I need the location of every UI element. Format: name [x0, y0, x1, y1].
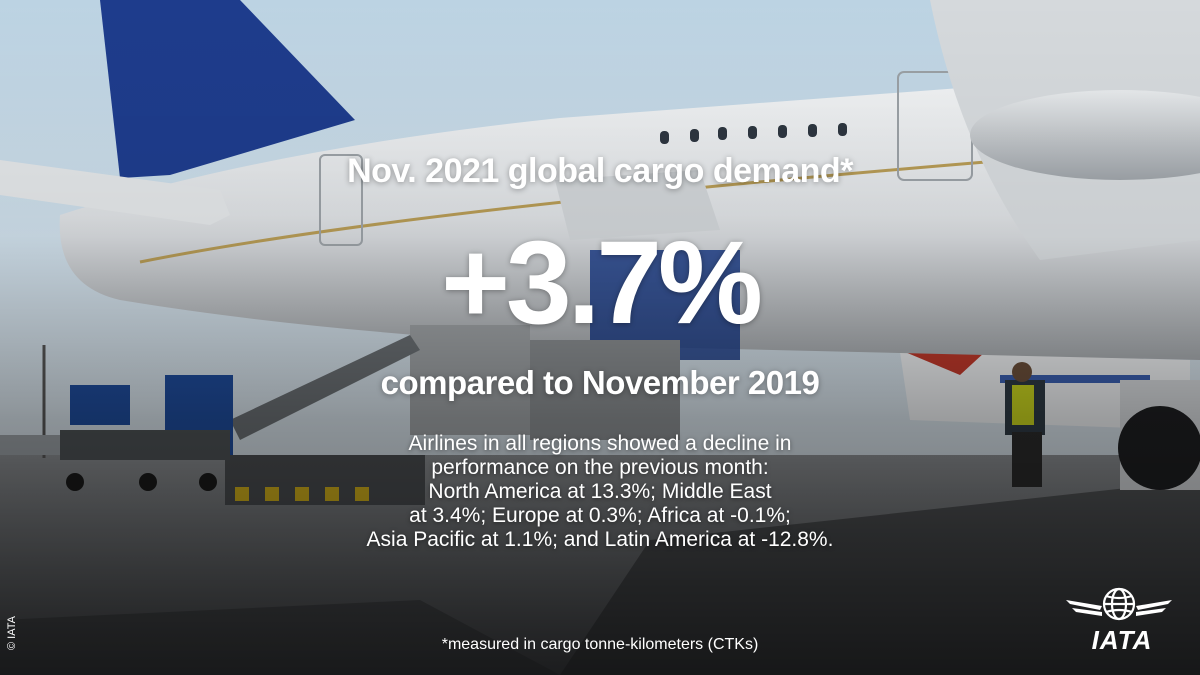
summary-line: performance on the previous month:: [431, 456, 769, 479]
globe-wings-icon: [1066, 587, 1172, 621]
copyright-notice: © IATA: [6, 616, 18, 650]
iata-logo-wordmark: IATA: [1091, 625, 1153, 655]
summary-line: at 3.4%; Europe at 0.3%; Africa at -0.1%…: [409, 504, 791, 527]
summary-line: North America at 13.3%; Middle East: [428, 480, 772, 503]
summary-line: Airlines in all regions showed a decline…: [408, 432, 792, 455]
headline-value: +3.7%: [441, 217, 763, 349]
headline-title: Nov. 2021 global cargo demand*: [347, 152, 853, 190]
footnote: *measured in cargo tonne-kilometers (CTK…: [441, 636, 759, 653]
regional-summary: Airlines in all regions showed a decline…: [300, 432, 900, 552]
headline-comparison: compared to November 2019: [380, 364, 820, 401]
summary-line: Asia Pacific at 1.1%; and Latin America …: [366, 528, 834, 551]
